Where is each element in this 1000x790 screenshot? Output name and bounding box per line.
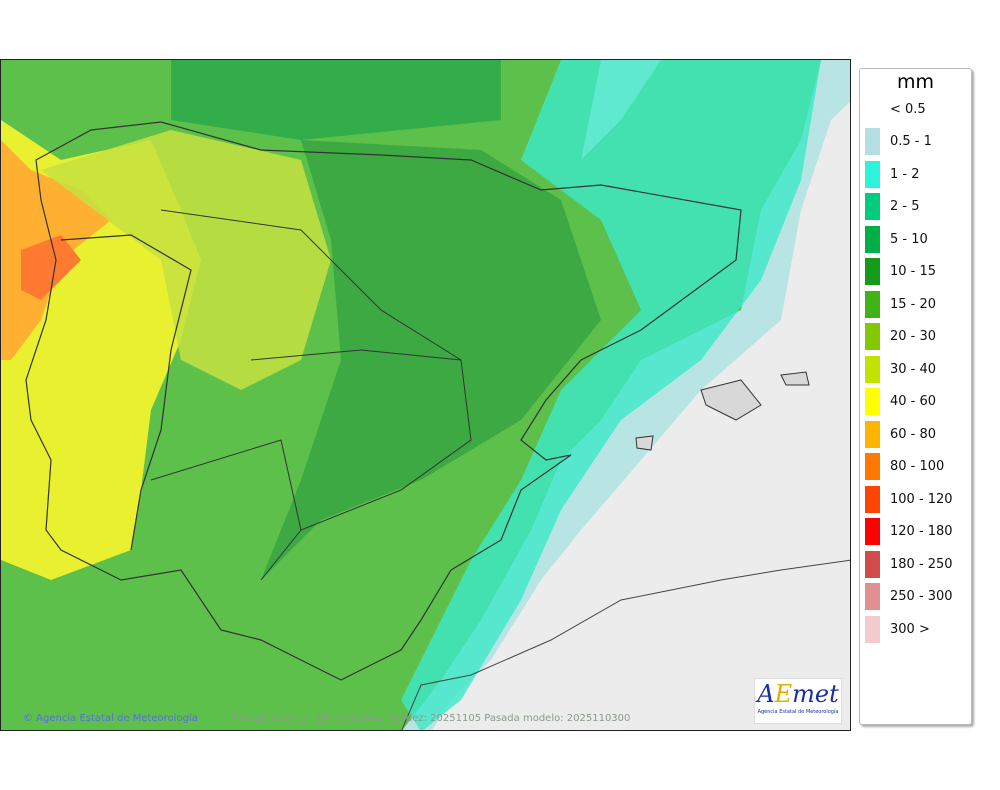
legend-label: 40 - 60 (890, 394, 937, 409)
legend-item: 180 - 250 (865, 550, 953, 578)
legend-label: 120 - 180 (890, 524, 953, 539)
legend-label: 5 - 10 (890, 231, 928, 247)
legend-item: 30 - 40 (865, 355, 936, 383)
legend-label: 0.5 - 1 (890, 134, 932, 149)
legend-item: 20 - 30 (865, 323, 936, 351)
legend-label: 250 - 300 (890, 589, 953, 604)
legend-label: 60 - 80 (890, 426, 937, 442)
legend-swatch (865, 193, 880, 220)
legend-swatch (865, 355, 880, 383)
legend-item: 40 - 60 (865, 388, 936, 416)
legend-label: 1 - 2 (890, 166, 920, 182)
legend-swatch (865, 160, 880, 188)
legend-label: 2 - 5 (890, 199, 920, 214)
iberia-coastline (25, 121, 742, 681)
legend-item: 0.5 - 1 (865, 128, 932, 156)
legend-item: 15 - 20 (865, 290, 936, 318)
legend-swatch (865, 258, 880, 285)
legend-item: 100 - 120 (865, 485, 953, 513)
legend-item: 60 - 80 (865, 420, 936, 448)
legend-swatch (865, 225, 880, 253)
legend-unit: mm (896, 71, 935, 93)
legend-label: 10 - 15 (890, 264, 937, 279)
credit-text: © Agencia Estatal de Meteorología (23, 713, 198, 724)
mallorca (700, 379, 762, 421)
menorca (780, 371, 810, 386)
legend-item: 120 - 180 (865, 518, 953, 546)
legend-swatch (865, 518, 880, 545)
legend-item: 10 - 15 (865, 258, 936, 286)
dark-green-zone (261, 140, 601, 580)
legend-swatch (865, 615, 880, 643)
sea-no-precip (432, 101, 850, 730)
logo-subtitle: Agencia Estatal de Meteorología (757, 709, 839, 715)
legend-swatch (865, 128, 880, 155)
portugal-border (60, 234, 192, 551)
legend-item: 2 - 5 (865, 193, 920, 221)
ibiza (635, 435, 654, 451)
precipitation-map[interactable]: © Agencia Estatal de Meteorología Precip… (0, 59, 851, 731)
region-borders (150, 209, 472, 581)
legend-item: 300 > (865, 615, 930, 643)
africa-coastline (401, 559, 850, 730)
legend-swatch (865, 583, 880, 610)
legend-label: 15 - 20 (890, 296, 937, 312)
legend-label: 80 - 100 (890, 459, 945, 474)
legend-swatch (865, 323, 880, 350)
legend-label: 300 > (890, 621, 930, 637)
north-green (171, 60, 501, 140)
legend-swatch (865, 290, 880, 318)
legend-swatch (865, 485, 880, 513)
legend-swatch (865, 550, 880, 578)
cyan-band (401, 60, 821, 730)
legend-swatch (865, 388, 880, 415)
aemet-logo: AEmet Agencia Estatal de Meteorología (754, 678, 842, 724)
legend-item: 250 - 300 (865, 583, 953, 611)
legend-item: 5 - 10 (865, 225, 928, 253)
legend-item: 1 - 2 (865, 160, 920, 188)
legend-swatch (865, 420, 880, 448)
light-green-zone (41, 130, 331, 390)
legend: mm < 0.5 0.5 - 1 1 - 2 2 - 5 5 - 10 10 - 15 15… (859, 68, 972, 725)
legend-label: 30 - 40 (890, 361, 937, 377)
legend-label: 20 - 30 (890, 329, 937, 344)
map-caption: Precipitación en 24 h máxima. Validez: 2… (233, 713, 631, 724)
legend-label: 100 - 120 (890, 491, 953, 507)
legend-swatch (865, 453, 880, 480)
orange-core (21, 235, 81, 300)
legend-item: 80 - 100 (865, 453, 944, 481)
legend-label: 180 - 250 (890, 556, 953, 572)
legend-label: < 0.5 (890, 101, 926, 117)
legend-item: < 0.5 (865, 95, 926, 123)
